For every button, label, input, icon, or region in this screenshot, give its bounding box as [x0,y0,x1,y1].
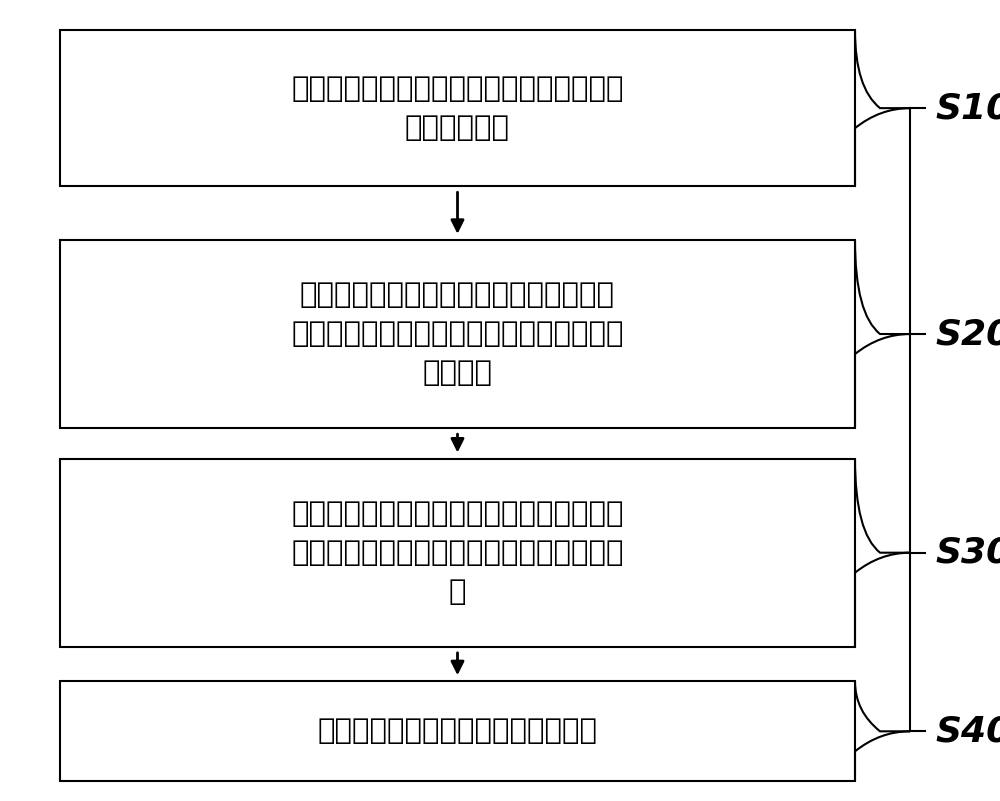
Text: 使用第一脱氢器对原料气进行脱氢预处理，
得到第一气体: 使用第一脱氢器对原料气进行脱氢预处理， 得到第一气体 [291,74,624,142]
Text: 对第二气体进行提纯处理，得到氦气: 对第二气体进行提纯处理，得到氦气 [318,718,598,745]
Text: 将第一气体依次通过多级渗透膜，由多级
渗透膜对第一气体依次进行氦气分离，得到
粗氦气体: 将第一气体依次通过多级渗透膜，由多级 渗透膜对第一气体依次进行氦气分离，得到 粗… [291,281,624,387]
Bar [60,458,855,647]
Text: S200: S200 [935,317,1000,351]
Text: 将粗氦气体输送至第二脱氢器，由第二脱氢
器对粗氦气体进行脱氢后处理，得到第二气
体: 将粗氦气体输送至第二脱氢器，由第二脱氢 器对粗氦气体进行脱氢后处理，得到第二气 … [291,500,624,606]
Bar [60,30,855,187]
Bar [60,240,855,428]
Text: S300: S300 [935,536,1000,570]
Text: S100: S100 [935,91,1000,125]
Text: S400: S400 [935,714,1000,748]
Bar [60,681,855,782]
